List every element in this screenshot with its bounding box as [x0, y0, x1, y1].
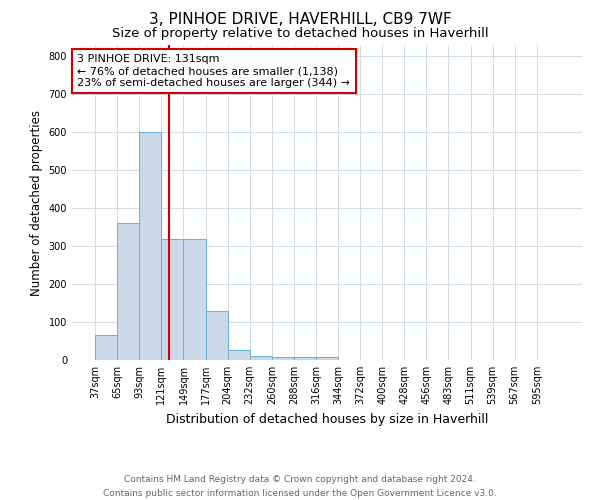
Y-axis label: Number of detached properties: Number of detached properties: [30, 110, 43, 296]
Bar: [316, 357, 338, 360]
Bar: [161, 238, 184, 360]
Bar: [272, 357, 294, 360]
Bar: [227, 350, 250, 360]
Bar: [95, 336, 117, 360]
Bar: [294, 357, 316, 360]
Text: Size of property relative to detached houses in Haverhill: Size of property relative to detached ho…: [112, 28, 488, 40]
Bar: [250, 356, 272, 360]
Bar: [206, 310, 227, 360]
Bar: [139, 132, 161, 360]
X-axis label: Distribution of detached houses by size in Haverhill: Distribution of detached houses by size …: [166, 412, 488, 426]
Bar: [117, 224, 139, 360]
Text: 3, PINHOE DRIVE, HAVERHILL, CB9 7WF: 3, PINHOE DRIVE, HAVERHILL, CB9 7WF: [149, 12, 451, 28]
Text: Contains HM Land Registry data © Crown copyright and database right 2024.
Contai: Contains HM Land Registry data © Crown c…: [103, 476, 497, 498]
Bar: [184, 238, 206, 360]
Text: 3 PINHOE DRIVE: 131sqm
← 76% of detached houses are smaller (1,138)
23% of semi-: 3 PINHOE DRIVE: 131sqm ← 76% of detached…: [77, 54, 350, 88]
